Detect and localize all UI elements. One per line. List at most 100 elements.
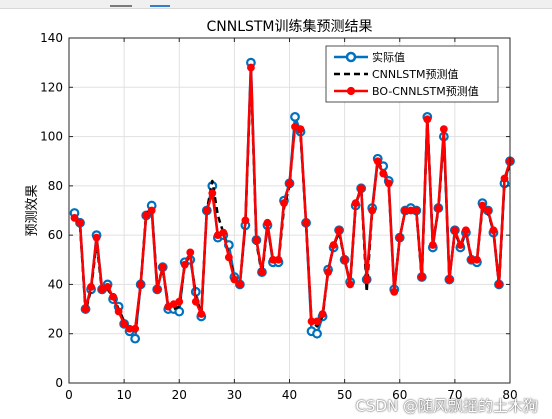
data-point xyxy=(489,226,498,235)
data-point xyxy=(285,179,294,188)
data-point xyxy=(114,307,123,316)
data-point xyxy=(395,233,404,242)
data-point xyxy=(258,268,266,277)
data-point xyxy=(103,282,112,291)
data-point xyxy=(76,218,84,227)
legend-marker-actual xyxy=(345,51,357,63)
data-point xyxy=(484,206,492,215)
data-point xyxy=(324,268,332,277)
data-point xyxy=(390,287,399,296)
series-2 xyxy=(70,63,514,333)
data-point xyxy=(445,275,454,284)
data-point xyxy=(296,125,305,134)
data-point xyxy=(351,199,360,208)
y-tick-label: 80 xyxy=(48,179,63,193)
data-point xyxy=(290,111,300,122)
data-point xyxy=(136,280,145,289)
legend-label-cnnlstm: CNNLSTM预测值 xyxy=(372,68,458,81)
data-point xyxy=(462,226,470,235)
data-point xyxy=(412,206,421,215)
data-point xyxy=(313,317,321,326)
x-tick-label: 0 xyxy=(65,388,73,402)
data-point xyxy=(202,206,211,215)
data-point xyxy=(500,174,509,183)
data-point xyxy=(87,282,95,291)
legend-label-actual: 实际值 xyxy=(372,50,405,64)
y-axis-label: 预测效果 xyxy=(25,184,40,236)
data-point xyxy=(417,273,426,281)
data-point xyxy=(109,292,117,301)
data-point xyxy=(131,324,140,333)
chart-title: CNNLSTM训练集预测结果 xyxy=(206,18,372,35)
data-point xyxy=(180,260,189,269)
data-point xyxy=(368,206,377,215)
data-point xyxy=(197,310,206,318)
data-point xyxy=(142,211,151,220)
data-point xyxy=(241,216,250,225)
data-point xyxy=(224,253,233,262)
data-point xyxy=(357,184,366,193)
x-tick-label: 60 xyxy=(392,388,407,402)
data-point xyxy=(247,63,255,72)
y-tick-label: 60 xyxy=(48,228,63,242)
data-point xyxy=(153,285,162,294)
data-point xyxy=(335,226,344,235)
data-point xyxy=(495,280,503,289)
data-point xyxy=(379,169,388,178)
data-point xyxy=(312,328,322,339)
data-point xyxy=(346,280,355,289)
data-point xyxy=(263,218,272,227)
axis-ticks: 0 10 20 30 40 50 60 70 80 0 20 40 60 80 100 120 140 xyxy=(40,31,518,402)
data-point xyxy=(329,241,338,249)
data-point xyxy=(274,255,283,264)
x-tick-label: 80 xyxy=(502,388,517,402)
data-point xyxy=(434,204,443,212)
data-point xyxy=(70,213,79,222)
series-group xyxy=(69,57,515,344)
data-point xyxy=(384,179,393,188)
data-point xyxy=(439,125,448,134)
y-tick-label: 100 xyxy=(40,130,63,144)
data-point xyxy=(302,218,310,227)
data-point xyxy=(450,226,459,235)
x-tick-label: 70 xyxy=(447,388,462,402)
x-tick-label: 20 xyxy=(172,388,187,402)
data-point xyxy=(158,263,167,272)
watermark-text: CSDN @随风飘摇的土木狗 xyxy=(355,397,538,415)
data-point xyxy=(362,275,371,284)
data-point xyxy=(208,189,217,198)
data-point xyxy=(473,255,481,264)
data-point xyxy=(252,236,261,244)
y-tick-label: 120 xyxy=(40,80,63,94)
y-tick-label: 40 xyxy=(48,277,63,291)
data-point xyxy=(120,319,129,328)
window-top-toolbar xyxy=(0,0,552,9)
data-point xyxy=(175,297,184,306)
data-point xyxy=(92,233,101,242)
y-tick-label: 20 xyxy=(48,327,63,341)
x-tick-label: 50 xyxy=(337,388,352,402)
legend: 实际值 CNNLSTM预测值 BO-CNNLSTM预测值 xyxy=(325,45,499,103)
data-point xyxy=(191,297,200,306)
legend-label-bo-cnnlstm: BO-CNNLSTM预测值 xyxy=(372,85,479,98)
data-point xyxy=(81,305,90,313)
data-point xyxy=(373,157,382,166)
data-point xyxy=(318,310,327,318)
data-point xyxy=(280,199,288,208)
x-tick-label: 10 xyxy=(116,388,131,402)
data-point xyxy=(423,115,432,124)
data-point xyxy=(428,241,437,249)
data-point xyxy=(130,333,141,344)
y-tick-label: 140 xyxy=(40,31,63,45)
data-point xyxy=(230,275,239,284)
x-tick-label: 30 xyxy=(227,388,242,402)
toolbar-tab-active-indicator[interactable] xyxy=(150,0,170,7)
toolbar-tab-indicator[interactable] xyxy=(110,0,132,7)
data-point xyxy=(219,228,228,237)
data-point xyxy=(478,201,487,210)
data-point xyxy=(340,255,349,264)
data-point xyxy=(186,248,195,257)
data-point xyxy=(235,280,244,289)
x-tick-label: 40 xyxy=(282,388,297,402)
